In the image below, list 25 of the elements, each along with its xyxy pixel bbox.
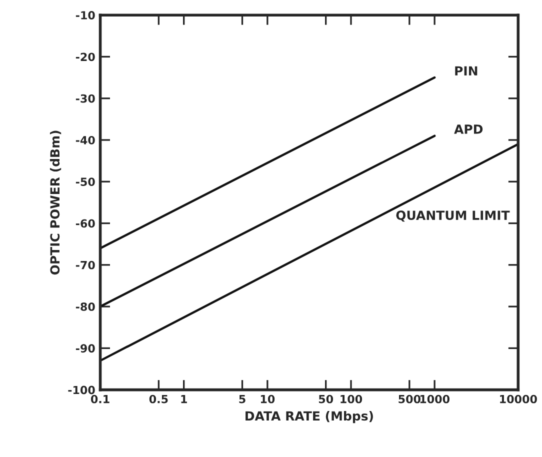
x-tick-label: 0.5 [149,394,168,404]
series-label: QUANTUM LIMIT [396,210,510,222]
y-tick-label: -90 [76,344,95,353]
x-tick-label: 1 [181,395,187,404]
y-tick-label: -50 [76,178,95,186]
y-axis-title: OPTIC POWER (dBm) [50,130,62,275]
x-tick-label: 1000 [420,394,450,404]
y-tick-label: -100 [68,386,95,394]
x-tick-label: 50 [318,394,334,404]
x-tick-label: 100 [340,394,362,404]
x-tick-label: 0.1 [90,394,110,404]
series-label: APD [454,124,483,134]
x-tick-label: 10 [260,394,275,404]
x-tick-label: 500 [398,394,420,404]
y-tick-label: -70 [76,260,95,270]
y-tick-label: -60 [76,219,95,228]
x-tick-label: 5 [239,395,246,404]
x-axis-title: DATA RATE (Mbps) [246,410,373,424]
series-label: PIN [455,66,478,76]
y-tick-label: -80 [76,302,95,311]
x-tick-label: 10000 [500,394,537,404]
y-tick-label: -20 [76,52,95,62]
y-tick-label: -10 [76,11,95,20]
y-tick-label: -40 [76,136,95,144]
y-tick-label: -30 [76,94,95,103]
